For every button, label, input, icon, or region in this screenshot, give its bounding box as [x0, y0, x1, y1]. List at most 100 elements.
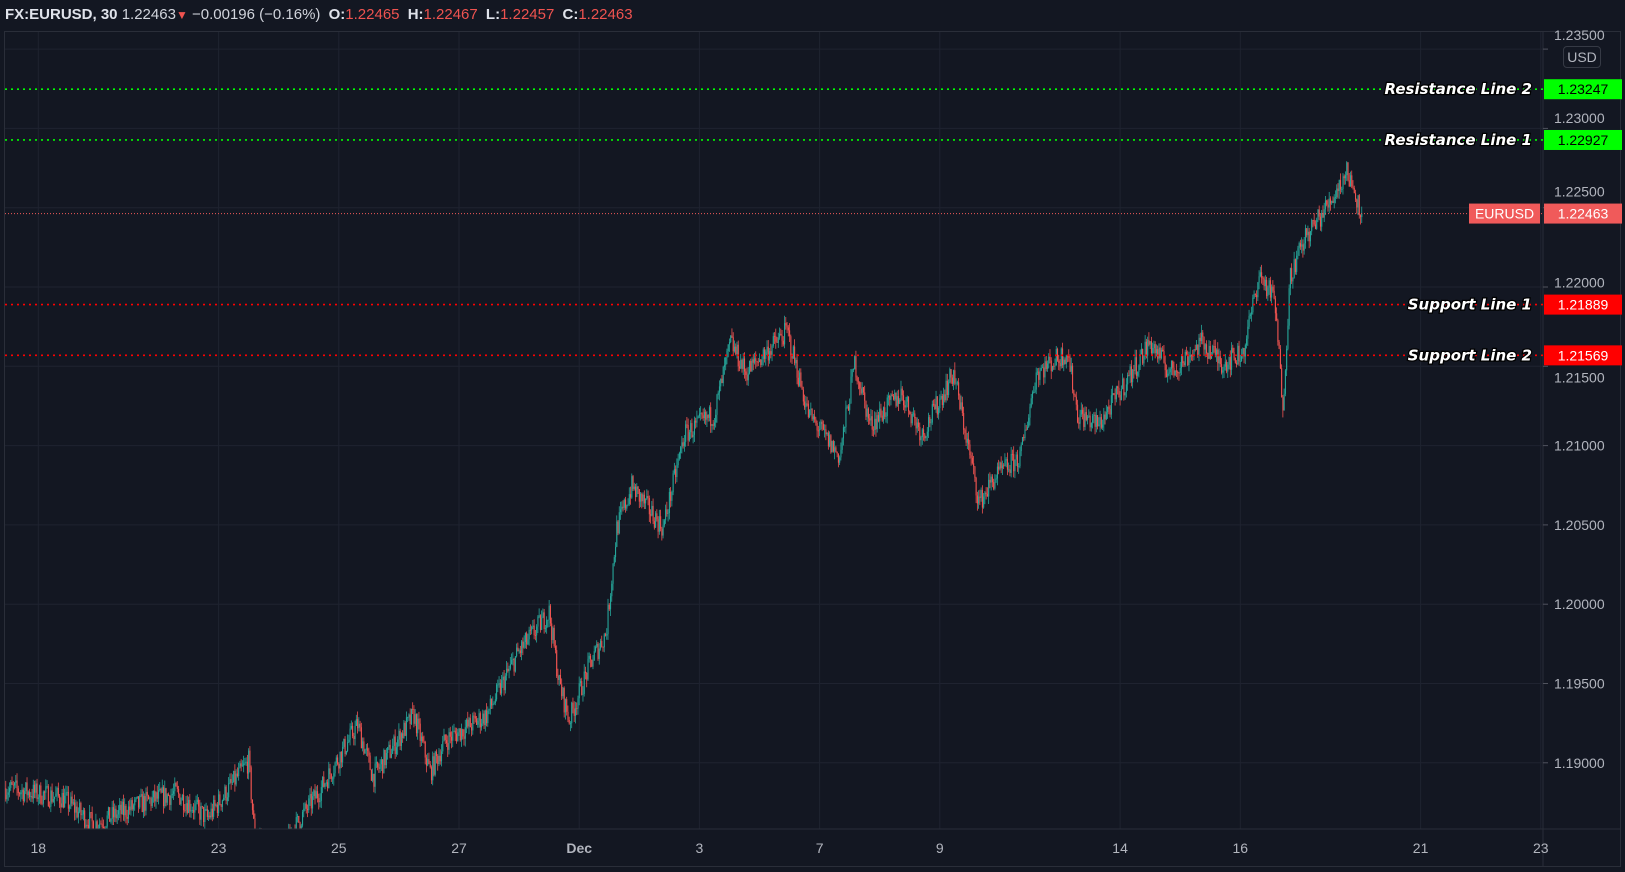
candle-body — [543, 612, 545, 629]
candle-body — [158, 790, 160, 799]
candle-body — [648, 498, 650, 515]
candle-body — [534, 635, 536, 636]
candle-body — [1119, 394, 1121, 401]
candle-body — [216, 804, 218, 813]
candle-body — [347, 742, 349, 752]
candle-body — [464, 727, 466, 739]
candle-body — [52, 799, 54, 802]
candle-body — [675, 469, 677, 478]
candle-body — [253, 810, 255, 819]
candle-body — [746, 374, 748, 381]
candle-body — [532, 625, 534, 627]
candle-body — [536, 626, 538, 636]
candle-body — [190, 810, 192, 812]
candle-body — [1068, 356, 1070, 358]
candle-body — [173, 791, 175, 794]
candle-body — [920, 437, 922, 441]
candle-body — [79, 802, 81, 812]
candle-body — [821, 421, 823, 425]
candle-body — [1200, 332, 1203, 342]
candle-body — [323, 776, 325, 787]
candle-body — [218, 794, 220, 813]
candle-body — [319, 800, 321, 803]
candle-body — [979, 496, 981, 498]
candle-body — [825, 429, 827, 435]
candle-body — [1308, 231, 1310, 242]
candle-body — [245, 761, 247, 763]
candle-body — [767, 346, 769, 361]
candle-body — [1243, 348, 1245, 357]
candle-body — [1286, 348, 1288, 371]
candle-body — [872, 429, 875, 431]
candle-body — [602, 646, 604, 648]
candle-body — [710, 407, 712, 426]
candle-body — [919, 427, 921, 441]
candle-body — [1000, 462, 1002, 469]
candle-body — [725, 357, 727, 366]
candle-body — [805, 403, 807, 408]
candle-body — [1103, 414, 1105, 425]
candle-body — [493, 702, 495, 705]
candle-body — [135, 797, 137, 800]
price-tick-label: 1.23500 — [1554, 27, 1605, 43]
candle-body — [751, 359, 753, 372]
candle-body — [561, 684, 563, 697]
candle-body — [682, 442, 684, 447]
candle-body — [193, 810, 195, 813]
candle-body — [849, 403, 851, 411]
last-price-tag — [1544, 203, 1622, 224]
candle-body — [953, 370, 955, 384]
candle-body — [166, 794, 168, 803]
candle-body — [1303, 243, 1305, 251]
candle-body — [1143, 356, 1145, 364]
resistance-line-label: Resistance Line 1 — [1385, 131, 1532, 149]
candle-body — [874, 418, 876, 430]
candle-body — [248, 750, 250, 774]
candle-body — [225, 786, 227, 801]
candle-body — [1053, 366, 1055, 367]
candle-body — [735, 346, 737, 355]
candle-body — [1199, 337, 1201, 342]
candle-body — [473, 715, 475, 717]
candle-body — [905, 401, 907, 408]
candle-body — [199, 806, 201, 820]
candle-body — [1205, 344, 1208, 353]
candle-body — [578, 683, 580, 699]
candle-body — [1338, 180, 1340, 192]
candle-body — [1337, 188, 1339, 192]
candle-body — [463, 736, 465, 739]
candle-body — [1304, 228, 1307, 244]
candle-body — [1347, 162, 1349, 181]
candle-body — [656, 513, 658, 520]
candle-body — [55, 793, 57, 797]
candle-body — [895, 392, 897, 406]
candle-body — [294, 832, 295, 839]
candle-body — [757, 361, 759, 363]
candle-body — [1323, 209, 1325, 218]
candle-body — [1082, 409, 1084, 414]
candle-body — [438, 755, 440, 765]
symbol-label[interactable]: FX:EURUSD, 30 — [5, 6, 118, 23]
candle-body — [907, 396, 910, 412]
candle-body — [261, 835, 262, 841]
candle-body — [256, 832, 257, 834]
candle-body — [936, 396, 938, 415]
candle-body — [358, 723, 360, 729]
candle-body — [344, 739, 346, 755]
candle-body — [104, 828, 106, 829]
candle-body — [80, 802, 82, 816]
candle-body — [902, 395, 905, 406]
candle-body — [740, 359, 742, 369]
candle-body — [745, 371, 747, 375]
candle-body — [315, 791, 317, 799]
candle-body — [1261, 272, 1263, 278]
candle-body — [721, 378, 723, 384]
support-price-tag-label: 1.21889 — [1558, 297, 1609, 313]
candle-body — [1011, 454, 1014, 455]
candle-body — [312, 796, 314, 809]
time-tick-label: Dec — [566, 840, 592, 856]
currency-button[interactable]: USD — [1563, 46, 1601, 68]
candle-body — [494, 699, 496, 703]
candle-body — [1276, 313, 1278, 321]
